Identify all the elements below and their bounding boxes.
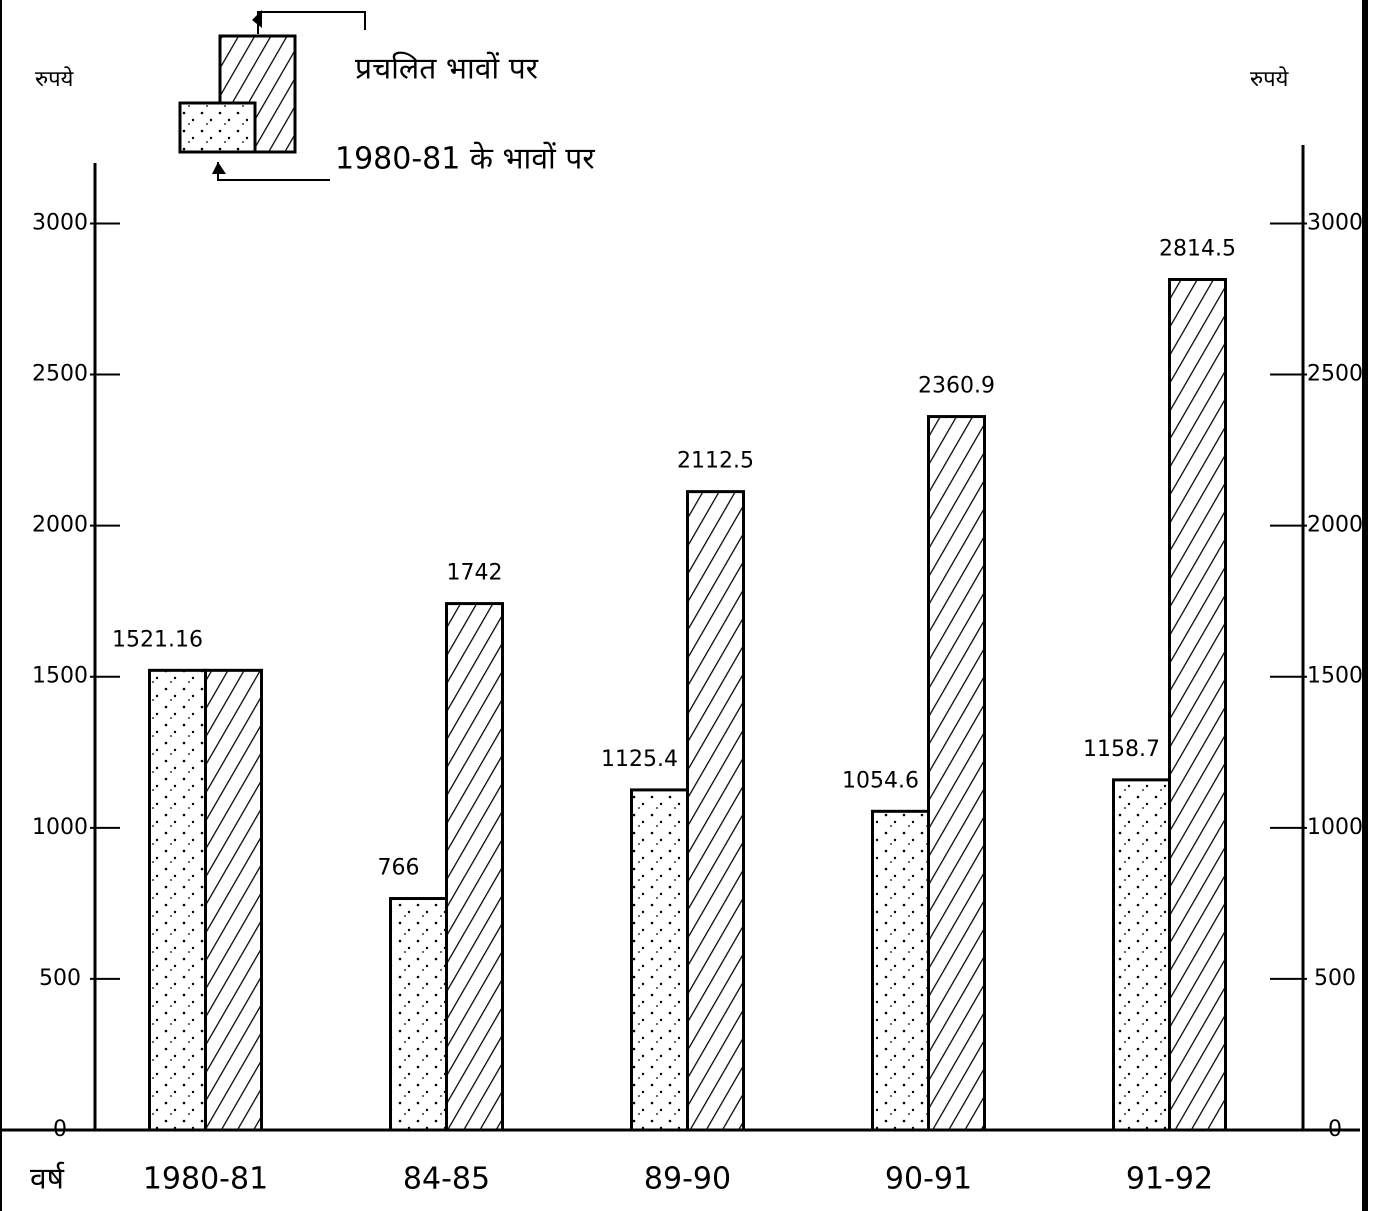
legend-arrow (257, 11, 366, 34)
y-tick-label: 1500 (32, 664, 88, 689)
y2-tick-label: 500 (1314, 966, 1356, 991)
bar (871, 809, 930, 1132)
x-tick-label: 90-91 (885, 1162, 972, 1197)
y2-tick-label: 3000 (1307, 210, 1363, 235)
value-label: 1054.6 (842, 768, 919, 793)
y-tick-label: 0 (53, 1117, 67, 1142)
value-label: 766 (378, 856, 420, 881)
y-tick-label: 3000 (32, 210, 88, 235)
bar (204, 668, 263, 1132)
value-label: 1521.16 (112, 627, 203, 652)
y-axis-label: रुपये (35, 66, 75, 92)
value-label: 1742 (447, 561, 503, 586)
x-tick-label: 89-90 (644, 1162, 731, 1197)
value-label: 1158.7 (1083, 737, 1160, 762)
y2-tick-label: 1500 (1307, 664, 1363, 689)
x-axis-label: वर्ष (30, 1162, 65, 1197)
y2-tick-label: 2000 (1307, 513, 1363, 538)
y-tick-label: 2000 (32, 513, 88, 538)
legend-label: 1980-81 के भावों पर (335, 142, 595, 177)
y-tick-label: 1000 (32, 815, 88, 840)
value-label: 1125.4 (601, 747, 678, 772)
x-tick-label: 91-92 (1126, 1162, 1213, 1197)
bar (630, 788, 689, 1132)
value-label: 2814.5 (1159, 236, 1236, 261)
bar (389, 897, 448, 1132)
value-label: 2112.5 (677, 449, 754, 474)
bar (927, 415, 986, 1132)
legend-arrow (212, 162, 226, 174)
y2-tick-label: 1000 (1307, 815, 1363, 840)
value-label: 2360.9 (918, 374, 995, 399)
legend-arrow (217, 162, 330, 181)
legend-swatch (178, 101, 257, 154)
y-tick-label: 500 (39, 966, 81, 991)
legend-label: प्रचलित भावों पर (355, 52, 539, 87)
y2-axis-label: रुपये (1250, 66, 1290, 92)
page-edge (1362, 0, 1368, 1211)
y-tick-label: 2500 (32, 362, 88, 387)
bar (445, 602, 504, 1132)
x-tick-label: 84-85 (403, 1162, 490, 1197)
legend-arrow (252, 10, 262, 28)
bar (148, 668, 207, 1132)
x-tick-label: 1980-81 (143, 1162, 268, 1197)
y2-tick-label: 0 (1328, 1117, 1342, 1142)
y2-tick-label: 2500 (1307, 362, 1363, 387)
bar (1112, 778, 1171, 1132)
bar (686, 490, 745, 1132)
bar (1168, 277, 1227, 1132)
